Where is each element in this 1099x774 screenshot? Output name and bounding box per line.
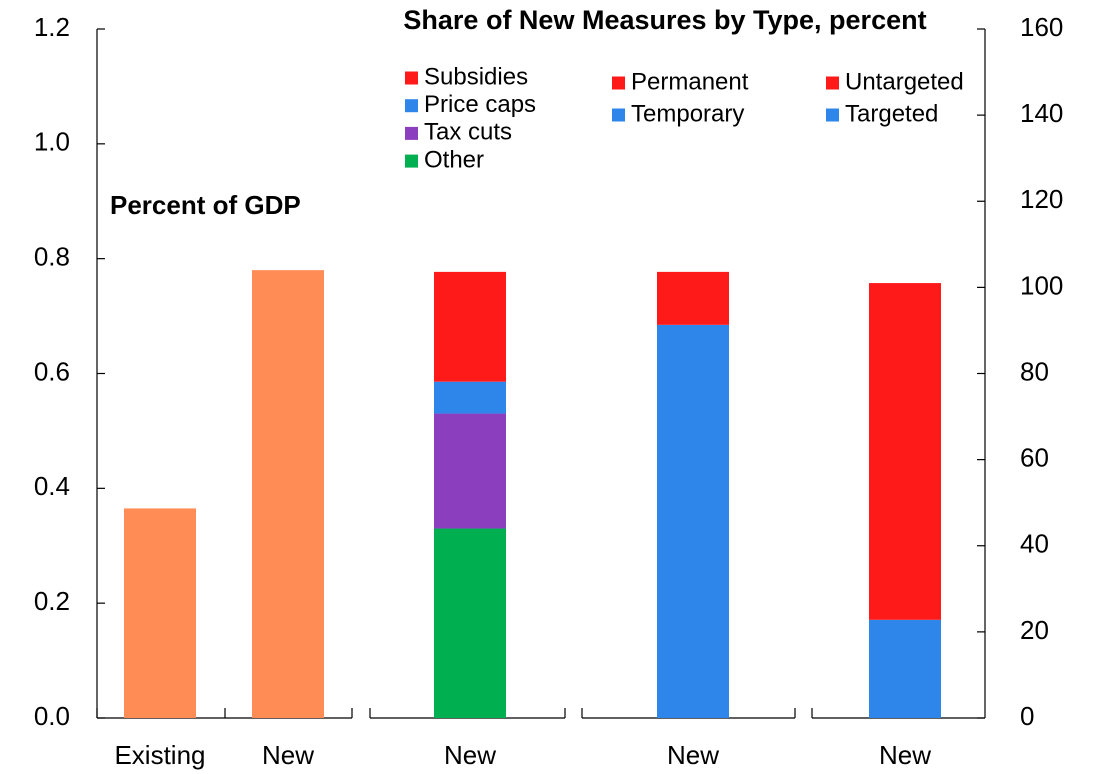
legend-label: Subsidies xyxy=(424,63,528,90)
x-axis xyxy=(96,708,985,719)
legend-swatch xyxy=(405,154,418,168)
bar xyxy=(434,381,506,414)
bar xyxy=(434,413,506,529)
x-tick-label: New xyxy=(444,740,496,770)
y-tick-label: 0.6 xyxy=(34,356,70,386)
y-tick-label: 1.2 xyxy=(34,12,70,42)
y2-tick-label: 20 xyxy=(1020,615,1049,645)
y2-tick-label: 100 xyxy=(1020,270,1063,300)
y2-tick-label: 0 xyxy=(1020,701,1034,731)
y2-tick-label: 60 xyxy=(1020,443,1049,473)
y-tick-label: 0.8 xyxy=(34,242,70,272)
y-tick-label: 0.2 xyxy=(34,586,70,616)
bar xyxy=(657,271,729,325)
y2-tick-label: 120 xyxy=(1020,184,1063,214)
legend-label: Price caps xyxy=(424,91,536,118)
y2-tick-label: 140 xyxy=(1020,98,1063,128)
legend-swatch xyxy=(612,108,625,122)
bar xyxy=(124,508,196,718)
bar xyxy=(869,283,941,620)
bar xyxy=(657,324,729,718)
legend-label: Temporary xyxy=(631,100,744,127)
y2-tick-label: 160 xyxy=(1020,12,1063,42)
y-tick-label: 0.4 xyxy=(34,471,70,501)
legend-label: Tax cuts xyxy=(424,119,512,146)
y2-tick-label: 40 xyxy=(1020,529,1049,559)
annotation: Percent of GDP xyxy=(110,190,301,220)
x-tick-label: New xyxy=(667,740,719,770)
legend-label: Targeted xyxy=(845,100,938,127)
y-tick-label: 1.0 xyxy=(34,127,70,157)
bar xyxy=(252,270,324,718)
x-tick-label: New xyxy=(262,740,314,770)
legend-swatch xyxy=(405,71,418,85)
legend-label: Permanent xyxy=(631,68,749,95)
x-tick-label: New xyxy=(879,740,931,770)
bar xyxy=(869,619,941,718)
legend-label: Other xyxy=(424,146,484,173)
y-tick-label: 0.0 xyxy=(34,701,70,731)
bar xyxy=(434,271,506,382)
chart-title: Share of New Measures by Type, percent xyxy=(403,5,926,35)
legend-swatch xyxy=(405,99,418,113)
legend-swatch xyxy=(612,76,625,90)
legend-swatch xyxy=(405,126,418,140)
bar xyxy=(434,528,506,718)
legend-swatch xyxy=(826,108,839,122)
y2-tick-label: 80 xyxy=(1020,356,1049,386)
legend-swatch xyxy=(826,76,839,90)
legend-label: Untargeted xyxy=(845,68,964,95)
x-tick-label: Existing xyxy=(114,740,205,770)
